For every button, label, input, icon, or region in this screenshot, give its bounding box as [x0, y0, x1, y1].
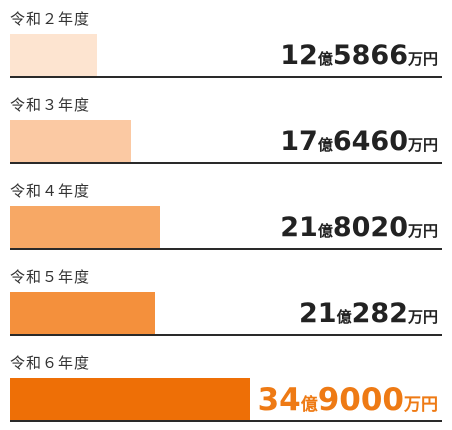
amount-oku: 12 [280, 40, 318, 71]
amount-label: 21億282万円 [299, 296, 438, 335]
amount-oku-unit: 億 [300, 395, 318, 415]
year-label: 令和６年度 [10, 354, 91, 372]
year-row: 令和２年度 12億5866万円 [0, 0, 452, 86]
amount-man: 8020 [332, 212, 408, 243]
year-label: 令和４年度 [10, 182, 91, 200]
bar [10, 34, 97, 76]
amount-label: 17億6460万円 [280, 124, 438, 163]
amount-man-unit: 万円 [404, 395, 438, 415]
year-row: 令和６年度 34億9000万円 [0, 344, 452, 430]
amount-oku-unit: 億 [317, 222, 333, 240]
amount-oku: 34 [257, 382, 301, 418]
amount-label: 34億9000万円 [258, 382, 438, 423]
amount-man: 282 [351, 298, 408, 329]
bar [10, 120, 131, 162]
row-underline [10, 248, 442, 250]
amount-oku-unit: 億 [336, 308, 352, 326]
amount-oku: 21 [280, 212, 318, 243]
amount-man: 6460 [332, 126, 408, 157]
amount-man-unit: 万円 [407, 222, 438, 240]
bar [10, 292, 155, 334]
bar [10, 378, 250, 420]
year-label: 令和５年度 [10, 268, 91, 286]
amount-label: 12億5866万円 [280, 38, 438, 77]
amount-man-unit: 万円 [407, 136, 438, 154]
year-row: 令和４年度 21億8020万円 [0, 172, 452, 258]
row-underline [10, 334, 442, 336]
amount-man: 5866 [332, 40, 408, 71]
amount-oku: 21 [299, 298, 337, 329]
amount-man-unit: 万円 [407, 50, 438, 68]
row-underline [10, 76, 442, 78]
row-underline [10, 420, 442, 422]
amount-oku-unit: 億 [317, 136, 333, 154]
amount-label: 21億8020万円 [280, 210, 438, 249]
amount-man-unit: 万円 [407, 308, 438, 326]
amount-man: 9000 [317, 382, 404, 418]
year-label: 令和２年度 [10, 10, 91, 28]
year-label: 令和３年度 [10, 96, 91, 114]
amount-oku-unit: 億 [317, 50, 333, 68]
year-row: 令和３年度 17億6460万円 [0, 86, 452, 172]
year-row: 令和５年度 21億282万円 [0, 258, 452, 344]
amount-oku: 17 [280, 126, 318, 157]
bar [10, 206, 160, 248]
row-underline [10, 162, 442, 164]
